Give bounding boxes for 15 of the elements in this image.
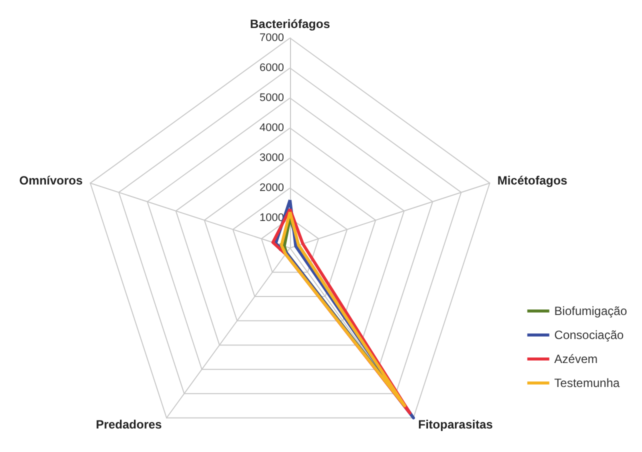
legend-label: Testemunha	[554, 376, 620, 390]
spoke-label: Bacteriófagos	[250, 17, 330, 31]
spoke-label: Omnívoros	[19, 174, 83, 188]
y-tick-label: 7000	[260, 32, 284, 44]
spoke-label: Predadores	[96, 417, 162, 432]
legend-label: Consociação	[554, 328, 624, 342]
legend-label: Azévem	[554, 352, 598, 366]
y-tick-label: 6000	[260, 62, 284, 74]
spoke-label: Fitoparasitas	[418, 417, 494, 432]
y-tick-label: 2000	[260, 182, 284, 194]
legend-label: Biofumigação	[554, 304, 628, 318]
y-tick-label: 5000	[260, 92, 284, 104]
y-tick-label: 3000	[260, 152, 284, 164]
y-tick-label: 4000	[260, 122, 284, 134]
spoke-label: Micétofagos	[497, 174, 568, 188]
